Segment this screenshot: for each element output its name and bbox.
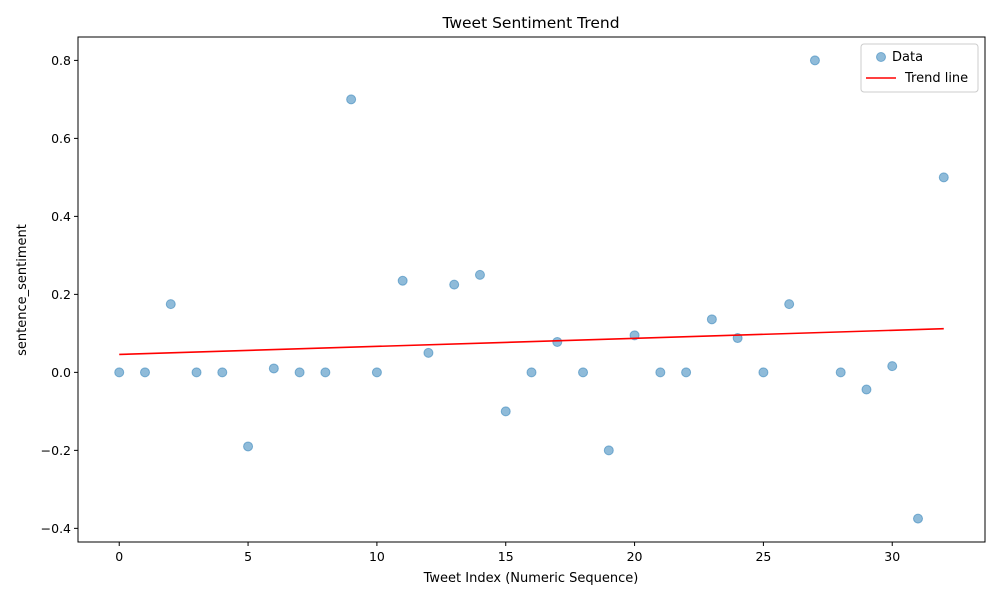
data-point — [371, 367, 382, 378]
data-point — [320, 367, 331, 378]
data-point — [578, 367, 589, 378]
data-point — [139, 367, 150, 378]
data-point — [938, 172, 949, 183]
data-point — [500, 406, 511, 417]
data-point — [423, 347, 434, 358]
x-tick-label: 15 — [498, 549, 514, 564]
data-point — [861, 384, 872, 395]
data-point — [706, 314, 717, 325]
data-point — [835, 367, 846, 378]
data-point — [784, 299, 795, 310]
data-point — [217, 367, 228, 378]
y-tick-label: 0.0 — [51, 365, 71, 380]
data-point — [809, 55, 820, 66]
data-point — [552, 336, 563, 347]
legend-trend-line-label: Trend line — [904, 71, 968, 86]
data-point — [165, 299, 176, 310]
data-point — [758, 367, 769, 378]
chart-title: Tweet Sentiment Trend — [441, 14, 619, 32]
data-point — [243, 441, 254, 452]
legend-data-marker — [876, 52, 886, 62]
data-point — [526, 367, 537, 378]
plot-area-frame — [77, 36, 986, 543]
data-point — [449, 279, 460, 290]
x-axis-label: Tweet Index (Numeric Sequence) — [423, 571, 639, 586]
data-point — [346, 94, 357, 105]
x-tick-label: 10 — [369, 549, 385, 564]
y-tick-label: 0.4 — [51, 209, 71, 224]
x-tick-label: 5 — [244, 549, 252, 564]
legend-box — [860, 43, 979, 93]
trend-line — [119, 327, 944, 356]
data-point — [268, 363, 279, 374]
y-tick-label: −0.4 — [41, 521, 71, 536]
data-point — [887, 361, 898, 372]
data-point — [397, 275, 408, 286]
trend-line-layer — [119, 327, 944, 356]
data-point — [191, 367, 202, 378]
legend: Data Trend line — [860, 43, 979, 93]
x-tick-label: 30 — [884, 549, 900, 564]
data-point — [681, 367, 692, 378]
data-points — [114, 55, 949, 524]
x-tick-label: 20 — [627, 549, 643, 564]
data-point — [474, 269, 485, 280]
y-axis-label: sentence_sentiment — [15, 224, 30, 356]
x-tick-label: 0 — [115, 549, 123, 564]
data-point — [294, 367, 305, 378]
data-point — [913, 513, 924, 524]
y-tick-label: 0.6 — [51, 131, 71, 146]
y-tick-label: 0.8 — [51, 53, 71, 68]
legend-data-label: Data — [892, 50, 923, 65]
x-tick-label: 25 — [755, 549, 771, 564]
data-point — [114, 367, 125, 378]
y-tick-label: 0.2 — [51, 287, 71, 302]
data-point — [603, 445, 614, 456]
y-tick-label: −0.2 — [41, 443, 71, 458]
data-point — [655, 367, 666, 378]
x-axis: 0 5 10 15 20 25 30 — [115, 542, 900, 564]
y-axis: −0.4 −0.2 0.0 0.2 0.4 0.6 0.8 — [41, 53, 78, 536]
